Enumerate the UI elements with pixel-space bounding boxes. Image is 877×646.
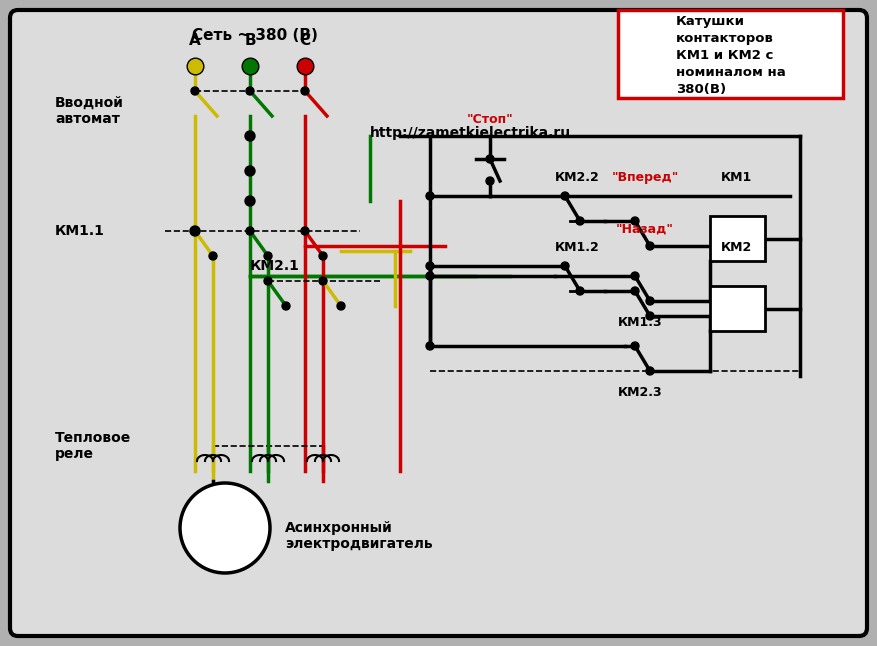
Circle shape (245, 131, 255, 141)
Circle shape (180, 483, 270, 573)
Bar (710, 286, 765, 331)
Text: "Стоп": "Стоп" (467, 113, 513, 126)
Circle shape (631, 217, 639, 225)
Circle shape (646, 297, 654, 305)
Bar (710, 216, 765, 261)
Circle shape (191, 227, 199, 235)
Circle shape (426, 342, 434, 350)
Circle shape (646, 367, 654, 375)
Text: http://zametkielectrika.ru: http://zametkielectrika.ru (370, 126, 571, 140)
Circle shape (631, 342, 639, 350)
Text: Вводной
автомат: Вводной автомат (55, 96, 124, 126)
Text: "Вперед": "Вперед" (611, 171, 679, 184)
Circle shape (576, 287, 584, 295)
Text: КМ2: КМ2 (722, 241, 752, 254)
Circle shape (319, 252, 327, 260)
Text: КМ1.2: КМ1.2 (555, 241, 600, 254)
Circle shape (301, 227, 309, 235)
Circle shape (301, 87, 309, 95)
Circle shape (426, 192, 434, 200)
Circle shape (486, 155, 494, 163)
Text: С: С (299, 33, 310, 48)
Circle shape (631, 287, 639, 295)
Circle shape (282, 302, 290, 310)
Text: В: В (244, 33, 256, 48)
Text: А: А (189, 33, 201, 48)
Bar (618, 10, 843, 98)
Text: КМ1.3: КМ1.3 (617, 316, 662, 329)
Circle shape (246, 227, 254, 235)
Text: Сеть ~ 380 (В): Сеть ~ 380 (В) (192, 28, 318, 43)
Circle shape (319, 277, 327, 285)
Circle shape (561, 262, 569, 270)
Circle shape (631, 272, 639, 280)
Text: КМ1: КМ1 (722, 171, 752, 184)
Circle shape (486, 177, 494, 185)
Circle shape (191, 87, 199, 95)
Circle shape (190, 226, 200, 236)
Circle shape (576, 217, 584, 225)
FancyBboxPatch shape (10, 10, 867, 636)
Circle shape (426, 262, 434, 270)
Circle shape (646, 242, 654, 250)
Text: Асинхронный
электродвигатель: Асинхронный электродвигатель (285, 521, 432, 551)
Circle shape (264, 277, 272, 285)
Text: Тепловое
реле: Тепловое реле (55, 431, 132, 461)
Circle shape (245, 196, 255, 206)
Text: КМ1.1: КМ1.1 (55, 224, 105, 238)
Text: КМ2.2: КМ2.2 (555, 171, 600, 184)
Circle shape (209, 252, 217, 260)
Circle shape (646, 312, 654, 320)
Circle shape (426, 272, 434, 280)
Text: Катушки
контакторов
КМ1 и КМ2 с
номиналом на
380(В): Катушки контакторов КМ1 и КМ2 с номинало… (675, 15, 786, 96)
Text: КМ2.1: КМ2.1 (250, 259, 300, 273)
Circle shape (245, 166, 255, 176)
Circle shape (337, 302, 345, 310)
Circle shape (264, 252, 272, 260)
Text: "Назад": "Назад" (616, 223, 674, 236)
Circle shape (561, 192, 569, 200)
Text: КМ2.3: КМ2.3 (617, 386, 662, 399)
Circle shape (246, 87, 254, 95)
